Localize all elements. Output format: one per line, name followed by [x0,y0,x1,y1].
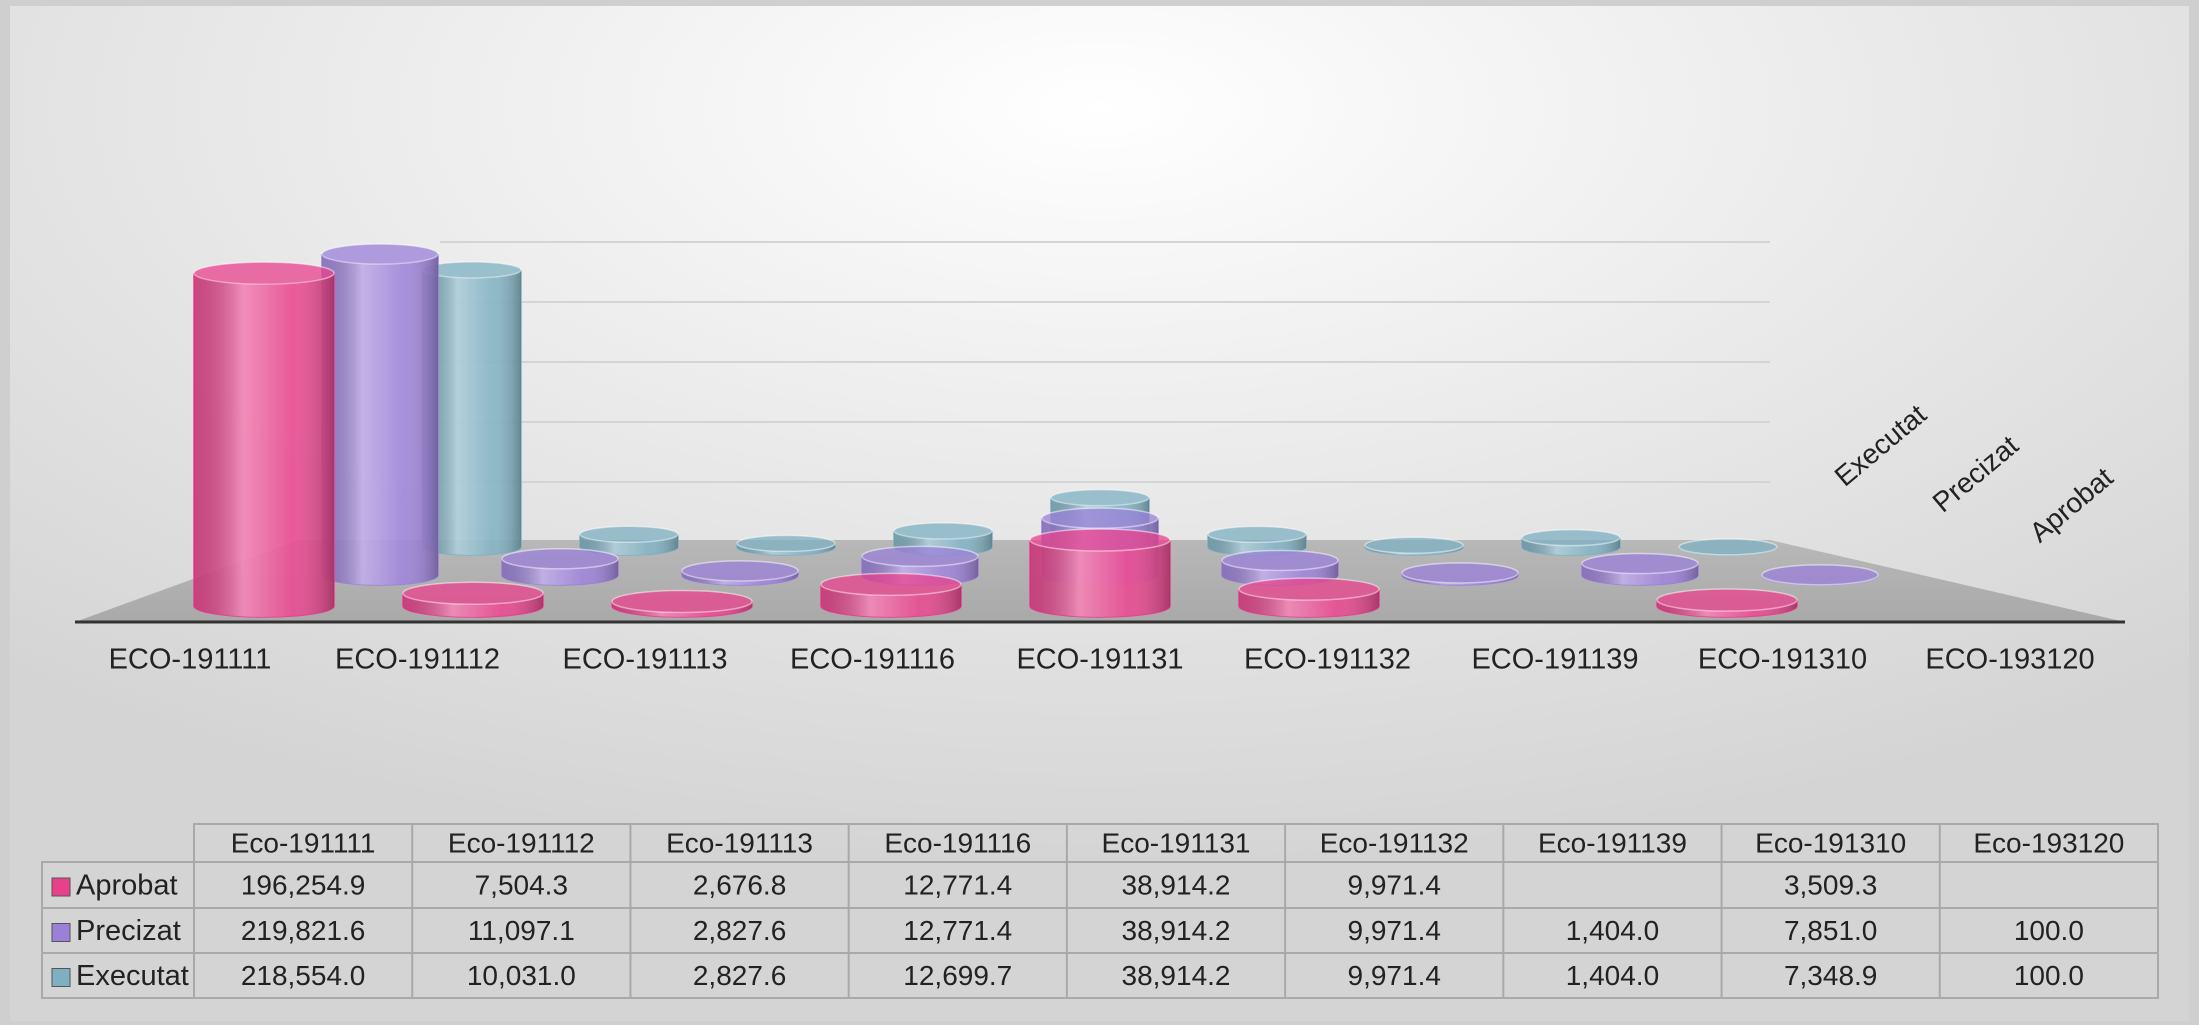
x-tick-label: ECO-191112 [335,644,500,676]
cylinder-top [193,261,335,285]
cylinder-top [1401,562,1519,584]
cylinder-top [1656,588,1798,612]
cylinder-top [1238,577,1380,601]
table-value: 100.0 [2014,960,2084,991]
table-value: 9,971.4 [1348,960,1441,991]
table-value: 11,097.1 [468,915,575,946]
cylinder-top [681,560,799,582]
table-value: 2,676.8 [693,869,786,900]
table-header: Eco-191131 [1102,827,1251,858]
cylinder-shine [821,584,961,617]
cylinder-top [611,589,753,614]
table-value: 7,348.9 [1784,960,1877,991]
cylinder-shine [580,534,678,555]
cylinder-top [1050,488,1150,507]
table-header: Eco-191139 [1538,827,1687,858]
grid [440,241,1770,483]
cylinder-top [321,243,439,265]
x-tick-label: ECO-191131 [1016,644,1183,676]
table-header: Eco-191132 [1320,827,1469,858]
cylinder-top [1207,525,1307,544]
table-value: 2,827.6 [693,915,786,946]
table-header: Eco-191113 [666,827,813,858]
table-value: 38,914.2 [1122,960,1231,991]
cylinder-top [1581,552,1699,575]
table-value: 3,509.3 [1784,869,1877,900]
cylinder-top [501,548,619,570]
x-tick-label: ECO-191139 [1471,644,1638,676]
cylinder-top [820,572,962,597]
x-tick-label: ECO-191132 [1244,644,1411,676]
table-value: 7,851.0 [1784,915,1877,946]
cylinder-top [1364,536,1464,554]
legend-swatch [51,923,71,942]
x-tick-label: ECO-191113 [563,644,728,676]
labels: ECO-191111 ECO-191112 ECO-191113 ECO-191116… [109,398,2119,675]
table-value: 9,971.4 [1348,915,1441,946]
table-value: 9,971.4 [1348,869,1441,900]
cylinder-shine [1657,600,1797,617]
legend-label: Aprobat [76,870,178,902]
table-value: 7,504.3 [475,869,568,900]
table-value: 38,914.2 [1122,869,1231,900]
cylinder-shine [612,601,752,617]
cylinder-top [579,525,679,544]
table-value: 1,404.0 [1566,915,1659,946]
legend-label: Executat [76,960,189,992]
table-value: 100.0 [2014,915,2084,946]
table-value: 2,827.6 [693,960,786,991]
cylinder-top [1029,528,1171,552]
cylinder-shine [403,593,543,617]
cylinder-shine [1239,589,1379,617]
table-value: 1,404.0 [1566,960,1659,991]
data-table: Eco-191111 Eco-191112 Eco-191113 Eco-191116… [41,823,2159,999]
cylinder-shine [322,254,438,585]
legend-label: Precizat [76,915,181,947]
table-header: Eco-191112 [448,827,595,858]
cylinder-top [1761,564,1879,586]
cylinder-shine [1030,540,1170,617]
x-tick-label: ECO-191111 [109,644,272,676]
cylinder-shine [423,269,521,555]
table-header: Eco-191310 [1755,827,1906,858]
table-value: 196,254.9 [241,869,366,900]
bars [193,243,1879,618]
cylinder-shine [502,558,618,585]
table-header: Eco-193120 [1973,827,2124,858]
cylinder-top [861,545,979,568]
cylinder-top [1041,507,1159,529]
table-value: 12,699.7 [903,960,1012,991]
table-header: Eco-191111 [231,827,376,858]
legend-swatch [51,877,71,897]
cylinder-top [1521,528,1621,547]
cylinder-top [1221,549,1339,572]
cylinder-top [402,581,544,606]
x-tick-label: ECO-193120 [1925,644,2094,676]
cylinder-shine [737,543,835,555]
cylinder-shine [194,273,334,617]
x-tick-label: ECO-191116 [790,644,955,676]
table-value: 219,821.6 [241,915,366,946]
table-value: 12,771.4 [903,869,1012,900]
table-value: 12,771.4 [903,915,1012,946]
table-value: 10,031.0 [467,960,576,991]
table-value: 38,914.2 [1122,915,1231,946]
x-tick-label: ECO-191310 [1698,644,1867,676]
table-value: 218,554.0 [241,960,366,991]
cylinder-shine [682,570,798,585]
table-header: Eco-191116 [884,827,1031,858]
cylinder-top [1678,538,1778,556]
cylinder-top [736,534,836,553]
legend-swatch [51,968,71,987]
cylinder-top [893,522,993,540]
